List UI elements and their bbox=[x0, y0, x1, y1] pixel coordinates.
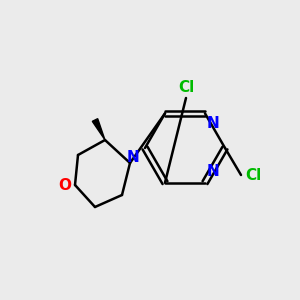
Text: N: N bbox=[207, 116, 219, 130]
Text: N: N bbox=[127, 151, 140, 166]
Polygon shape bbox=[92, 119, 105, 140]
Text: N: N bbox=[207, 164, 219, 179]
Text: Cl: Cl bbox=[245, 167, 261, 182]
Text: Cl: Cl bbox=[178, 80, 194, 95]
Text: O: O bbox=[58, 178, 71, 193]
